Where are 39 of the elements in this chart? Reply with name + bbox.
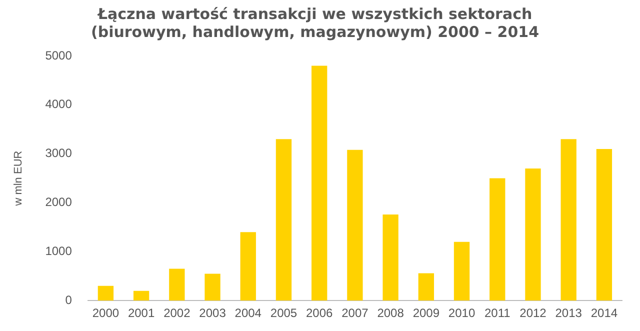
bar <box>169 268 185 301</box>
bar <box>418 273 434 301</box>
y-axis-title: w mln EUR <box>12 150 25 207</box>
x-tick-label: 2011 <box>484 306 511 320</box>
text: Łączna wartość transakcji we wszystkich sektorach <box>98 4 532 23</box>
bar <box>596 148 612 301</box>
bar <box>382 214 398 301</box>
x-tick-label: 2009 <box>412 306 440 320</box>
bar <box>525 168 541 301</box>
bar <box>98 286 114 301</box>
x-tick-label: 2001 <box>128 306 155 320</box>
bar <box>560 139 576 301</box>
x-tick-label: 2005 <box>270 306 298 320</box>
bar <box>454 242 470 301</box>
bar <box>347 150 363 301</box>
bar <box>276 139 292 301</box>
x-tick-label: 2006 <box>306 306 334 320</box>
bar <box>240 232 256 301</box>
x-tick-label: 2004 <box>234 306 262 320</box>
y-tick-label: 1000 <box>45 244 72 258</box>
bar <box>490 178 506 301</box>
bar <box>133 290 150 301</box>
y-tick-label: 4000 <box>45 97 72 112</box>
y-tick-label: 3000 <box>45 146 72 160</box>
x-tick-label: 2003 <box>199 306 226 320</box>
x-tick-label: 2008 <box>377 306 404 320</box>
x-tick-label: 2010 <box>448 306 476 320</box>
y-tick-label: 5000 <box>45 48 72 62</box>
bar <box>312 66 328 301</box>
x-tick-label: 2000 <box>92 306 120 320</box>
x-tick-label: 2013 <box>555 306 582 320</box>
y-tick-label: 0 <box>65 292 72 307</box>
x-tick-label: 2002 <box>164 306 191 320</box>
x-tick-label: 2014 <box>590 306 618 320</box>
x-tick-label: 2007 <box>342 306 369 320</box>
bar <box>204 274 220 301</box>
text: (biurowym, handlowym, magazynowym) 2000 – 2014 <box>90 22 540 41</box>
x-tick-label: 2012 <box>520 306 547 320</box>
y-tick-label: 2000 <box>45 195 72 210</box>
